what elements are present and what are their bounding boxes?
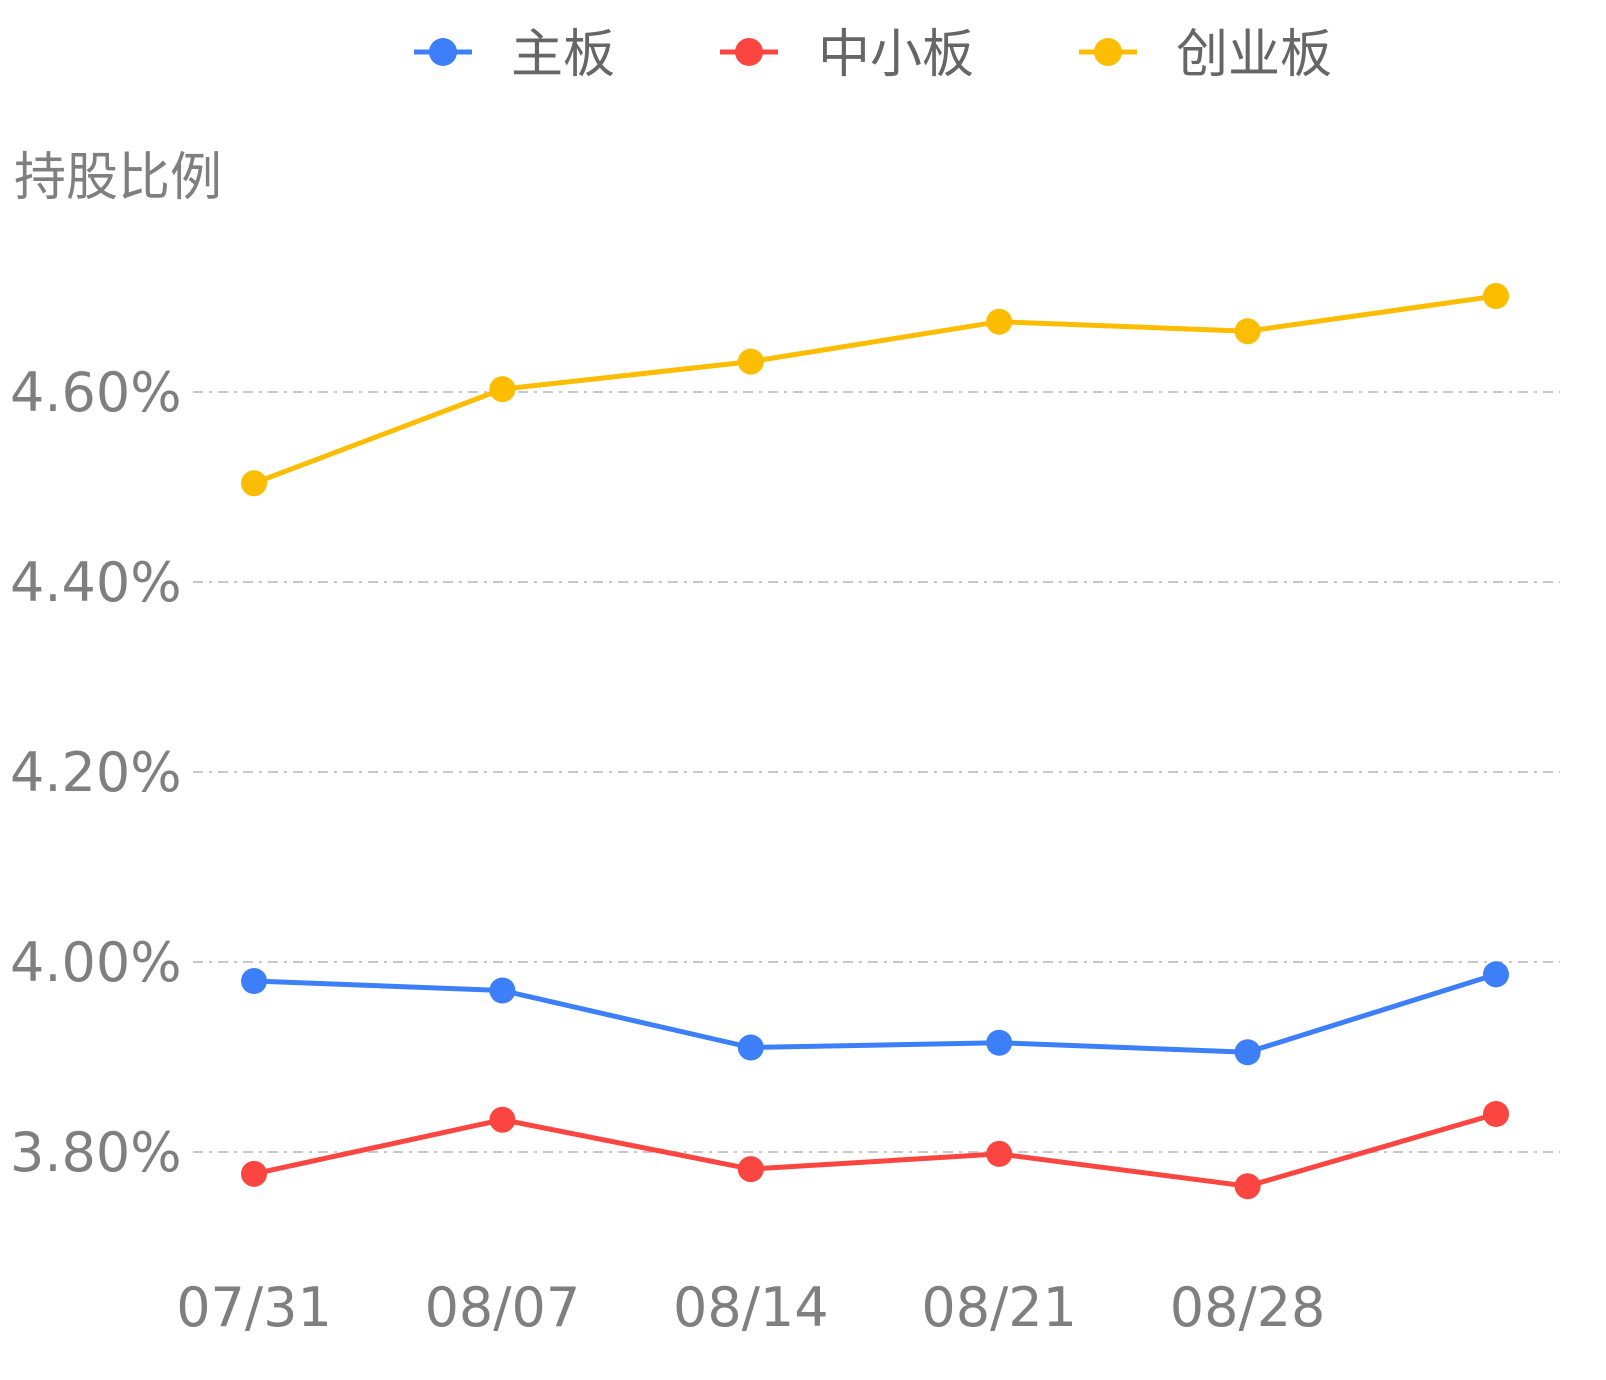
legend-item[interactable]: 创业板 <box>1079 25 1332 85</box>
data-point <box>241 968 267 994</box>
data-point <box>737 1034 764 1061</box>
data-point <box>737 1156 764 1183</box>
legend-item[interactable]: 中小板 <box>720 25 974 85</box>
x-axis-ticks: 07/31 08/07 08/14 08/21 08/28 <box>176 1276 1325 1339</box>
legend-marker <box>1094 38 1122 66</box>
x-tick-label: 07/31 <box>176 1276 332 1339</box>
legend-marker <box>735 38 763 66</box>
series <box>241 1101 1509 1200</box>
grid-lines <box>193 391 1560 1153</box>
series <box>241 283 1509 497</box>
data-point <box>1483 1101 1509 1127</box>
legend-label: 主板 <box>511 25 615 85</box>
data-point <box>489 977 516 1004</box>
x-tick-label: 08/07 <box>425 1276 581 1339</box>
legend-label: 中小板 <box>818 25 974 85</box>
x-tick-label: 08/28 <box>1170 1276 1326 1339</box>
data-point <box>986 1029 1013 1056</box>
data-point <box>986 1140 1013 1167</box>
data-point <box>489 1106 516 1133</box>
data-point <box>1234 1173 1261 1200</box>
legend-label: 创业板 <box>1176 25 1332 85</box>
data-point <box>1234 1039 1261 1066</box>
data-point <box>1483 961 1509 988</box>
data-point <box>489 376 516 403</box>
series-line <box>253 1111 1497 1189</box>
y-axis-label: 持股比例 <box>14 148 222 208</box>
y-tick-label: 4.40% <box>10 551 182 614</box>
y-tick-label: 3.80% <box>10 1121 182 1184</box>
data-point <box>737 348 764 375</box>
legend-marker <box>429 38 457 66</box>
series-line <box>253 971 1497 1055</box>
series-line <box>253 293 1497 486</box>
data-point <box>1483 283 1509 310</box>
x-tick-label: 08/21 <box>921 1276 1077 1339</box>
data-point <box>241 470 267 497</box>
y-axis-ticks: 3.80% 4.00% 4.20% 4.40% 4.60% <box>10 361 182 1184</box>
series <box>241 961 1509 1066</box>
legend-item[interactable]: 主板 <box>414 25 615 85</box>
chart-legend: 主板 中小板 创业板 <box>414 25 1332 85</box>
y-tick-label: 4.00% <box>10 931 182 994</box>
x-tick-label: 08/14 <box>673 1276 829 1339</box>
data-point <box>986 308 1013 335</box>
data-point <box>241 1160 267 1187</box>
y-tick-label: 4.20% <box>10 741 182 804</box>
series-group <box>241 283 1509 1200</box>
data-point <box>1234 318 1261 345</box>
y-tick-label: 4.60% <box>10 361 182 424</box>
